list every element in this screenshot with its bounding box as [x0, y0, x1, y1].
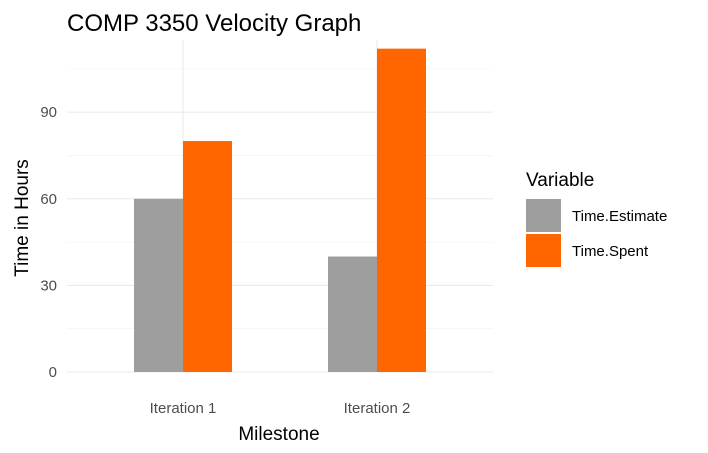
y-tick-label: 60	[40, 191, 57, 208]
legend-key-time-estimate	[526, 199, 561, 232]
legend-title: Variable	[526, 170, 594, 191]
bars	[134, 48, 426, 373]
y-tick-label: 90	[40, 104, 57, 121]
bar-time-spent-2	[377, 48, 426, 373]
y-tick-label: 30	[40, 277, 57, 294]
chart-title: COMP 3350 Velocity Graph	[67, 10, 361, 37]
x-tick-labels: Iteration 1 Iteration 2	[150, 400, 411, 417]
y-axis-title: Time in Hours	[12, 159, 33, 277]
x-tick-label: Iteration 1	[150, 400, 217, 417]
grid	[67, 40, 493, 373]
x-axis-title: Milestone	[238, 424, 319, 445]
legend-label: Time.Spent	[572, 243, 649, 260]
y-tick-label: 0	[49, 364, 57, 381]
y-tick-labels: 0 30 60 90	[40, 104, 57, 381]
bar-time-spent-1	[183, 141, 232, 372]
legend-label: Time.Estimate	[572, 208, 667, 225]
x-tick-label: Iteration 2	[344, 400, 411, 417]
bar-time-estimate-1	[134, 198, 183, 372]
legend: Variable Time.Estimate Time.Spent	[526, 170, 667, 267]
legend-key-time-spent	[526, 234, 561, 267]
bar-time-estimate-2	[328, 256, 377, 372]
